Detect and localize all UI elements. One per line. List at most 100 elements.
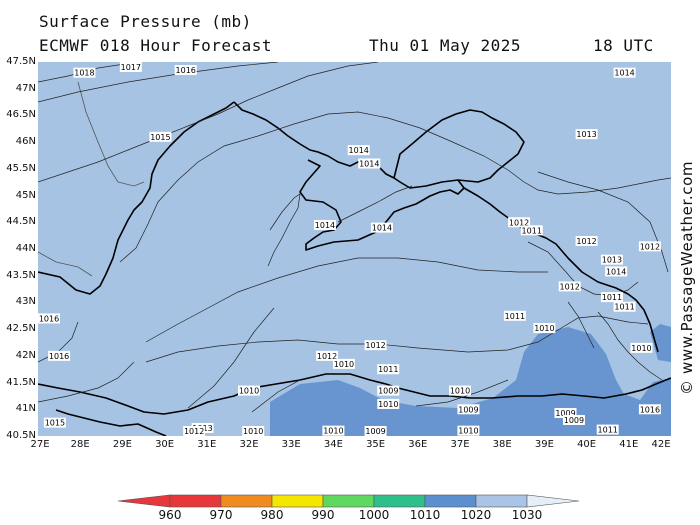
isobar-label: 1011 [377,364,400,375]
latitude-label: 46.5N [6,109,36,121]
isobar-label: 1011 [520,225,543,236]
isobar-label: 1015 [149,131,172,142]
colorbar-label: 970 [209,508,233,522]
isobar-label: 1014 [347,145,370,156]
svg-text:1010: 1010 [323,427,343,436]
colorbar-swatch [169,494,222,508]
isobar-label: 1013 [575,129,598,140]
isobar-label: 1014 [605,266,628,277]
isobar-label: 1009 [364,426,387,436]
isobar-label: 1012 [183,426,206,436]
latitude-label: 47N [15,82,36,94]
longitude-label: 31E [197,439,217,450]
longitude-label: 33E [281,439,301,450]
isobar-label: 1011 [503,310,526,321]
svg-text:1010: 1010 [239,387,259,396]
svg-text:1014: 1014 [606,267,626,276]
longitude-label: 38E [492,439,512,450]
longitude-label: 30E [155,439,175,450]
colorbar-swatch [220,494,273,508]
longitude-label: 40E [577,439,597,450]
svg-text:1010: 1010 [334,360,354,369]
colorbar-label: 960 [158,508,182,522]
longitude-label: 32E [239,439,259,450]
latitude-label: 41.5N [6,376,36,388]
isobar-label: 1010 [449,385,471,396]
svg-text:1014: 1014 [349,146,369,155]
svg-text:1011: 1011 [522,226,542,235]
low-pressure-area [318,384,356,402]
longitude-label: 35E [366,439,386,450]
isobar-label: 1012 [508,217,531,228]
isobar-label: 1010 [242,426,265,436]
colorbar-swatch [373,494,426,508]
pressure-map: 1018 1017 1016 1014 1015 1014 1014 1013 1014 1014… [38,62,671,436]
isobars [38,62,671,413]
colorbar-swatch [424,494,477,508]
isobar-label: 1017 [119,62,142,72]
isobar-label: 1009 [554,408,577,419]
svg-text:1009: 1009 [378,387,398,396]
isobar-label: 1011 [600,292,623,303]
isobar-label: 1009 [457,404,480,415]
svg-text:1012: 1012 [640,242,660,251]
latitude-label: 42.5N [6,323,36,335]
longitude-label: 27E [30,439,50,450]
isobar-label: 1016 [38,313,60,324]
latitude-label: 46N [15,136,36,148]
pressure-colorbar [118,494,580,508]
svg-text:1013: 1013 [576,130,596,139]
isobar-label: 1010 [377,398,400,409]
svg-text:1010: 1010 [450,387,470,396]
svg-text:1012: 1012 [576,237,596,246]
isobar-label: 1014 [370,222,393,233]
isobar-label: 1010 [533,323,556,334]
isobar-label: 1011 [596,424,619,435]
svg-text:1010: 1010 [243,427,263,436]
colorbar-arrow-high [526,494,580,508]
svg-text:1012: 1012 [509,218,529,227]
svg-text:1016: 1016 [49,352,69,361]
isobar-label: 1014 [613,67,636,78]
longitude-label: 37E [450,439,470,450]
svg-text:1012: 1012 [317,352,337,361]
svg-text:1011: 1011 [614,303,634,312]
forecast-time: 18 UTC [593,36,654,55]
svg-text:1010: 1010 [534,324,554,333]
svg-text:1017: 1017 [121,63,141,72]
latitude-label: 42N [15,349,36,361]
isobar-label: 1014 [358,158,381,169]
svg-text:1014: 1014 [359,160,379,169]
isobar-label: 1012 [316,350,339,361]
svg-text:1012: 1012 [560,282,580,291]
isobar-label: 1014 [313,219,336,230]
isobar-label: 1012 [364,340,387,351]
svg-text:1010: 1010 [631,344,651,353]
svg-text:1009: 1009 [365,427,385,436]
colorbar-label: 1000 [358,508,390,522]
svg-text:1014: 1014 [372,224,392,233]
colorbar-swatch [271,494,324,508]
watermark: © www.PassageWeather.com [678,160,696,395]
latitude-label: 44.5N [6,216,36,228]
svg-text:1016: 1016 [176,66,196,75]
svg-text:1011: 1011 [598,426,618,435]
latitude-label: 43N [15,296,36,308]
svg-text:1011: 1011 [505,312,525,321]
svg-text:1016: 1016 [640,405,660,414]
svg-text:1011: 1011 [602,293,622,302]
latitude-label: 41N [15,403,36,415]
colorbar-label: 980 [260,508,284,522]
colorbar-swatch [475,494,528,508]
isobar-label: 1009 [377,385,400,396]
latitude-label: 45.5N [6,162,36,174]
forecast-model: ECMWF 018 Hour Forecast [39,36,273,55]
colorbar-label: 990 [311,508,335,522]
longitude-label: 28E [70,439,90,450]
isobar-label: 1012 [558,281,581,292]
map-title: Surface Pressure (mb) [39,12,252,31]
isobar-label: 1009 [562,414,585,425]
isobar-label: 1010 [457,425,480,436]
isobar-label: 1015 [43,417,66,428]
svg-text:1015: 1015 [45,419,65,428]
